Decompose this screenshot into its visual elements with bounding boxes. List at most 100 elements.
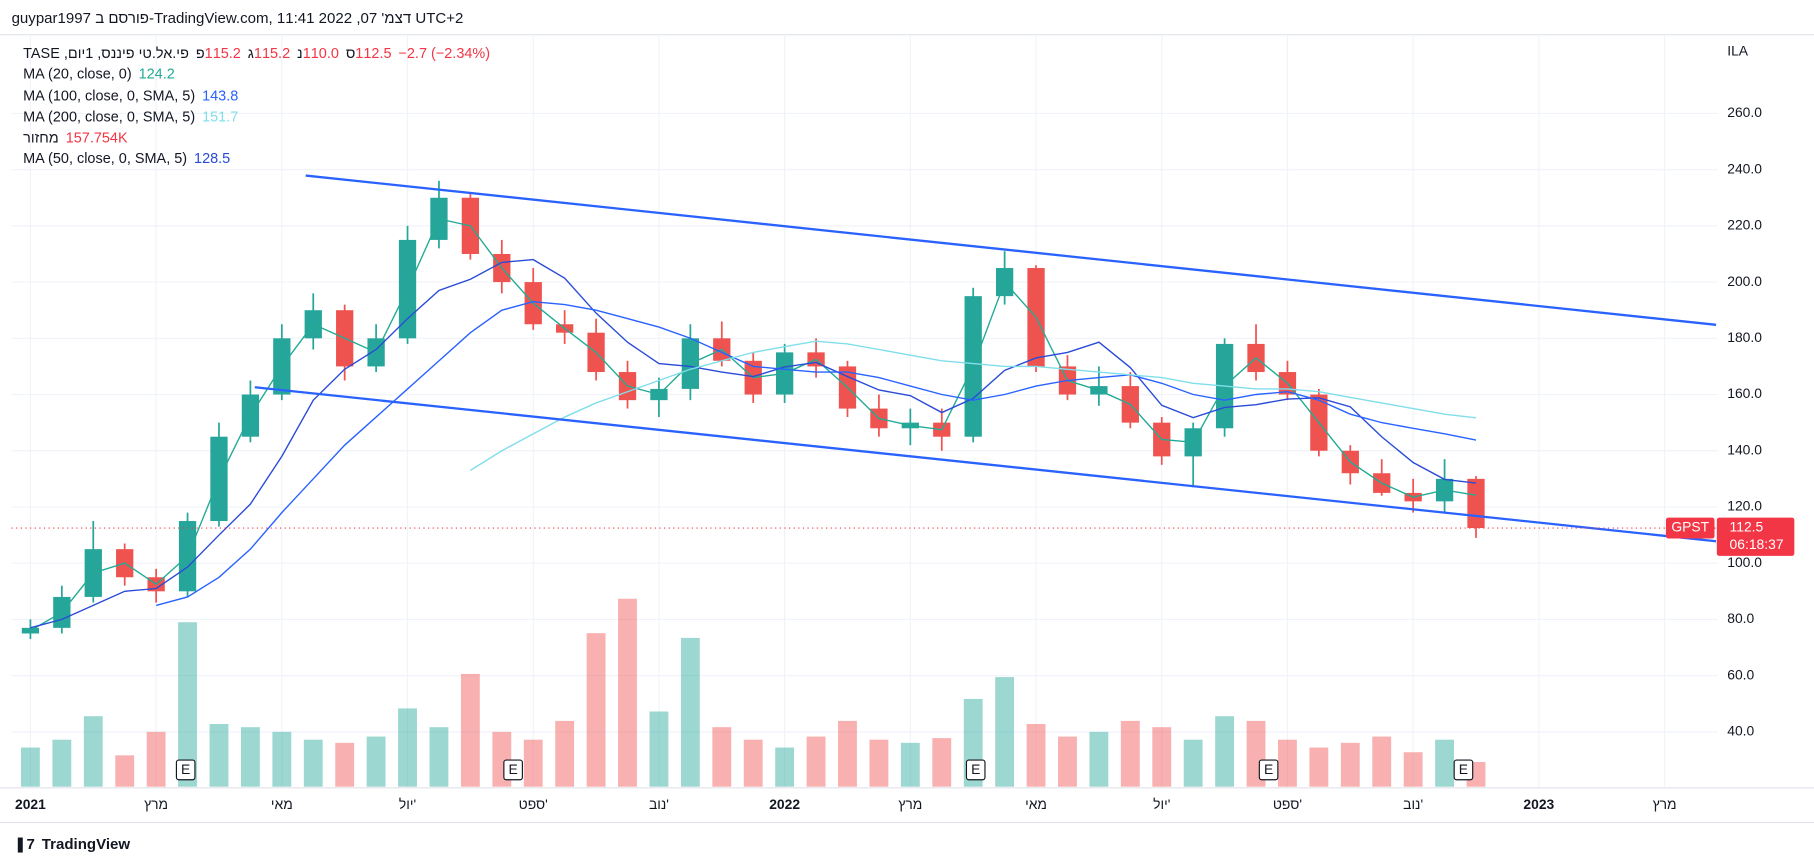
indicator-value: 124.2 bbox=[138, 66, 175, 83]
volume-bar bbox=[900, 742, 920, 787]
volume-bar bbox=[1089, 731, 1109, 787]
volume-bar bbox=[1026, 724, 1046, 787]
volume-bar bbox=[1120, 720, 1140, 787]
event-marker bbox=[175, 759, 196, 781]
volume-bar bbox=[115, 755, 135, 787]
volume-bar bbox=[586, 633, 606, 787]
volume-bar bbox=[335, 742, 355, 787]
x-tick-label: ספט' bbox=[519, 796, 548, 812]
volume-bar bbox=[1278, 739, 1297, 787]
y-tick-label: 100.0 bbox=[1727, 554, 1762, 570]
candle-body bbox=[21, 627, 40, 634]
legend: פי.אל.טי פיננס, 1יום, TASE פ115.2 ג115.2 נ1… bbox=[23, 43, 504, 170]
volume-bar bbox=[932, 738, 952, 787]
volume-bar bbox=[1215, 716, 1235, 787]
moving-average bbox=[155, 301, 1477, 607]
close: 112.5 bbox=[355, 45, 392, 62]
close-label: ס bbox=[345, 45, 356, 62]
high: 115.2 bbox=[253, 45, 291, 62]
indicator-name: MA (200, close, 0, SMA, 5) bbox=[23, 108, 196, 125]
symbol: פי.אל.טי פיננס, 1יום, TASE bbox=[23, 45, 189, 62]
x-tick-label: מאי bbox=[271, 796, 293, 812]
volume-bar bbox=[366, 736, 386, 787]
logo: ❚7 bbox=[13, 835, 35, 853]
volume-bar bbox=[303, 739, 323, 787]
legend-row: פי.אל.טי פיננס, 1יום, TASE פ115.2 ג115.2 נ1… bbox=[23, 43, 504, 64]
volume-bar bbox=[272, 731, 292, 787]
volume-bar bbox=[429, 727, 449, 787]
x-tick-label: יול' bbox=[399, 796, 416, 812]
x-tick-label: 2022 bbox=[769, 796, 800, 812]
event-label: E bbox=[181, 761, 190, 777]
last-price-label: 112.5 bbox=[1730, 519, 1764, 535]
legend-row: MA (20, close, 0) 124.2 bbox=[23, 64, 504, 85]
volume-bar bbox=[209, 724, 229, 787]
x-tick-label: 2023 bbox=[1523, 796, 1554, 812]
volume-bar bbox=[523, 739, 543, 787]
y-tick-label: 140.0 bbox=[1727, 441, 1762, 457]
volume-bar bbox=[1309, 747, 1329, 787]
moving-average bbox=[30, 218, 1477, 632]
indicator-value: 157.754K bbox=[65, 129, 128, 146]
indicator-value: 151.7 bbox=[202, 108, 239, 125]
x-tick-label: מרץ bbox=[1653, 796, 1677, 812]
volume-bar bbox=[240, 727, 260, 787]
ticker-tag bbox=[1665, 517, 1715, 539]
indicator-name: MA (100, close, 0, SMA, 5) bbox=[23, 87, 196, 104]
volume-bar bbox=[1183, 739, 1203, 787]
high-label: ג bbox=[247, 45, 254, 62]
legend-row: MA (50, close, 0, SMA, 5) 128.5 bbox=[23, 149, 504, 170]
y-tick-label: 220.0 bbox=[1727, 217, 1762, 233]
volume-bar bbox=[680, 637, 700, 787]
volume-bar bbox=[838, 720, 857, 787]
header: guypar1997 פורסם ב-TradingView.com, דצמ'… bbox=[11, 9, 464, 27]
x-tick-label: 2021 bbox=[15, 796, 46, 812]
legend-row: MA (100, close, 0, SMA, 5) 143.8 bbox=[23, 85, 504, 106]
indicator-name: MA (50, close, 0, SMA, 5) bbox=[23, 150, 188, 168]
volume-bar bbox=[1152, 727, 1172, 787]
moving-average bbox=[470, 340, 1477, 471]
volume-bar bbox=[1372, 736, 1392, 787]
event-label: E bbox=[971, 761, 980, 777]
low: 110.0 bbox=[302, 45, 339, 62]
ohlc: פ115.2 ג115.2 נ110.0 ס112.5 −2.7 (−2.34%) bbox=[196, 45, 497, 61]
volume-bar bbox=[83, 716, 103, 787]
indicator-value: 143.8 bbox=[202, 87, 239, 104]
y-tick-label: 260.0 bbox=[1727, 104, 1762, 120]
indicator-name: מחזור bbox=[23, 129, 59, 146]
price-tag bbox=[1716, 517, 1795, 556]
ticker: GPST bbox=[1671, 519, 1709, 535]
x-tick-label: מרץ bbox=[144, 796, 168, 812]
event-label: E bbox=[508, 761, 517, 777]
volume-bar bbox=[20, 747, 40, 787]
y-tick-label: 180.0 bbox=[1727, 329, 1762, 345]
y-tick-label: 200.0 bbox=[1727, 273, 1762, 289]
volume-bar bbox=[1058, 736, 1077, 787]
indicator-value: 128.5 bbox=[194, 150, 231, 168]
volume-bar bbox=[869, 739, 889, 787]
event-marker bbox=[965, 759, 986, 781]
y-tick-label: 80.0 bbox=[1727, 610, 1754, 626]
y-tick-label: 240.0 bbox=[1727, 160, 1762, 176]
x-tick-label: נוב' bbox=[1403, 796, 1423, 812]
volume-bar bbox=[146, 731, 166, 787]
volume-bar bbox=[743, 739, 763, 787]
volume-bar bbox=[806, 736, 826, 787]
volume-bar bbox=[618, 598, 637, 787]
trend-line bbox=[305, 174, 1717, 326]
volume-bar bbox=[178, 622, 197, 787]
open-label: פ bbox=[195, 45, 205, 62]
x-tick-label: יול' bbox=[1153, 796, 1170, 812]
volume-bar bbox=[775, 747, 795, 787]
grid bbox=[11, 34, 1718, 787]
volume-bar bbox=[649, 711, 669, 787]
volume-bar bbox=[398, 708, 417, 787]
x-tick-label: נוב' bbox=[649, 796, 669, 812]
volume-bar bbox=[1403, 752, 1423, 787]
indicator-name: MA (20, close, 0) bbox=[23, 66, 132, 83]
y-tick-label: 60.0 bbox=[1727, 666, 1754, 682]
change: −2.7 (−2.34%) bbox=[398, 45, 491, 62]
volume-bar bbox=[555, 720, 575, 787]
